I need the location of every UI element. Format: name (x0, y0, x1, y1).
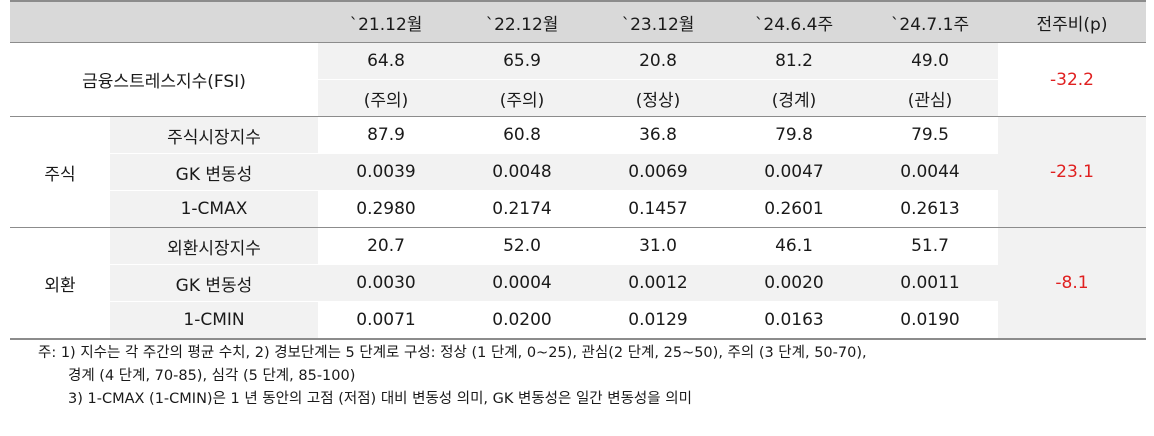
stock-row-label: GK 변동성 (110, 153, 318, 191)
fsi-value: 64.8 (318, 42, 454, 80)
fx-row-label: GK 변동성 (110, 264, 318, 302)
header-col-2022-12: `22.12월 (454, 0, 590, 43)
fx-value: 31.0 (590, 227, 726, 265)
header-col-2021-12: `21.12월 (318, 0, 454, 43)
header-col-diff: 전주비(p) (998, 0, 1146, 43)
fx-value: 0.0129 (590, 301, 726, 340)
stock-group-label: 주식 (10, 116, 110, 228)
fsi-stage-row: (주의) (주의) (정상) (경계) (관심) (10, 79, 1146, 117)
fsi-value: 49.0 (862, 42, 998, 80)
fsi-stage: (정상) (590, 79, 726, 117)
fx-value: 0.0011 (862, 264, 998, 302)
fsi-label: 금융스트레스지수(FSI) (10, 42, 318, 117)
stock-value: 0.0047 (726, 153, 862, 191)
fx-value: 0.0190 (862, 301, 998, 340)
table-row: 주식 주식시장지수 87.9 60.8 36.8 79.8 79.5 -23.1 (10, 116, 1146, 228)
stock-row-label: 주식시장지수 (110, 116, 318, 154)
fsi-value: 65.9 (454, 42, 590, 80)
fx-value: 0.0071 (318, 301, 454, 340)
header-col-2023-12: `23.12월 (590, 0, 726, 43)
fx-value: 46.1 (726, 227, 862, 265)
fx-diff: -8.1 (998, 227, 1146, 340)
table-row: 1-CMAX 0.2980 0.2174 0.1457 0.2601 0.261… (10, 190, 1146, 228)
fsi-stage: (경계) (726, 79, 862, 117)
fx-value: 0.0004 (454, 264, 590, 302)
stock-value: 79.8 (726, 116, 862, 154)
fx-value: 20.7 (318, 227, 454, 265)
stock-value: 0.0044 (862, 153, 998, 191)
fx-row-label: 1-CMIN (110, 301, 318, 340)
fsi-diff: -32.2 (998, 42, 1146, 117)
note-line: 3) 1-CMAX (1-CMIN)은 1 년 동안의 고점 (저점) 대비 변… (68, 391, 692, 407)
fx-value: 51.7 (862, 227, 998, 265)
header-blank (10, 0, 318, 43)
stock-value: 0.0039 (318, 153, 454, 191)
stock-value: 0.1457 (590, 190, 726, 228)
stock-value: 0.0048 (454, 153, 590, 191)
stock-diff: -23.1 (998, 116, 1146, 228)
stock-value: 0.0069 (590, 153, 726, 191)
header-row: `21.12월 `22.12월 `23.12월 `24.6.4주 `24.7.1… (10, 0, 1146, 43)
fsi-value: 81.2 (726, 42, 862, 80)
fsi-stage: (주의) (454, 79, 590, 117)
table-notes: 주: 1) 지수는 각 주간의 평균 수치, 2) 경보단계는 5 단계로 구성… (38, 342, 1148, 411)
table-row: 1-CMIN 0.0071 0.0200 0.0129 0.0163 0.019… (10, 301, 1146, 340)
fx-value: 0.0200 (454, 301, 590, 340)
stock-value: 79.5 (862, 116, 998, 154)
stock-value: 36.8 (590, 116, 726, 154)
fx-value: 0.0012 (590, 264, 726, 302)
stock-value: 0.2980 (318, 190, 454, 228)
fx-value: 0.0163 (726, 301, 862, 340)
stock-row-label: 1-CMAX (110, 190, 318, 228)
stock-value: 0.2601 (726, 190, 862, 228)
fx-value: 0.0030 (318, 264, 454, 302)
fx-row-label: 외환시장지수 (110, 227, 318, 265)
header-col-2024-7-1w: `24.7.1주 (862, 0, 998, 43)
header-col-2024-6-4w: `24.6.4주 (726, 0, 862, 43)
fsi-stage: (주의) (318, 79, 454, 117)
stock-value: 60.8 (454, 116, 590, 154)
table-row: GK 변동성 0.0039 0.0048 0.0069 0.0047 0.004… (10, 153, 1146, 191)
fx-value: 52.0 (454, 227, 590, 265)
fx-group-label: 외환 (10, 227, 110, 340)
stock-value: 0.2174 (454, 190, 590, 228)
note-line: 경계 (4 단계, 70-85), 심각 (5 단계, 85-100) (68, 368, 356, 384)
stock-value: 87.9 (318, 116, 454, 154)
table-row: 외환 외환시장지수 20.7 52.0 31.0 46.1 51.7 -8.1 (10, 227, 1146, 340)
fx-value: 0.0020 (726, 264, 862, 302)
table-row: GK 변동성 0.0030 0.0004 0.0012 0.0020 0.001… (10, 264, 1146, 302)
stock-value: 0.2613 (862, 190, 998, 228)
fsi-value-row: 금융스트레스지수(FSI) 64.8 65.9 20.8 81.2 49.0 -… (10, 42, 1146, 117)
note-line: 주: 1) 지수는 각 주간의 평균 수치, 2) 경보단계는 5 단계로 구성… (38, 345, 867, 361)
fsi-value: 20.8 (590, 42, 726, 80)
fsi-stage: (관심) (862, 79, 998, 117)
fsi-table: `21.12월 `22.12월 `23.12월 `24.6.4주 `24.7.1… (10, 0, 1146, 340)
